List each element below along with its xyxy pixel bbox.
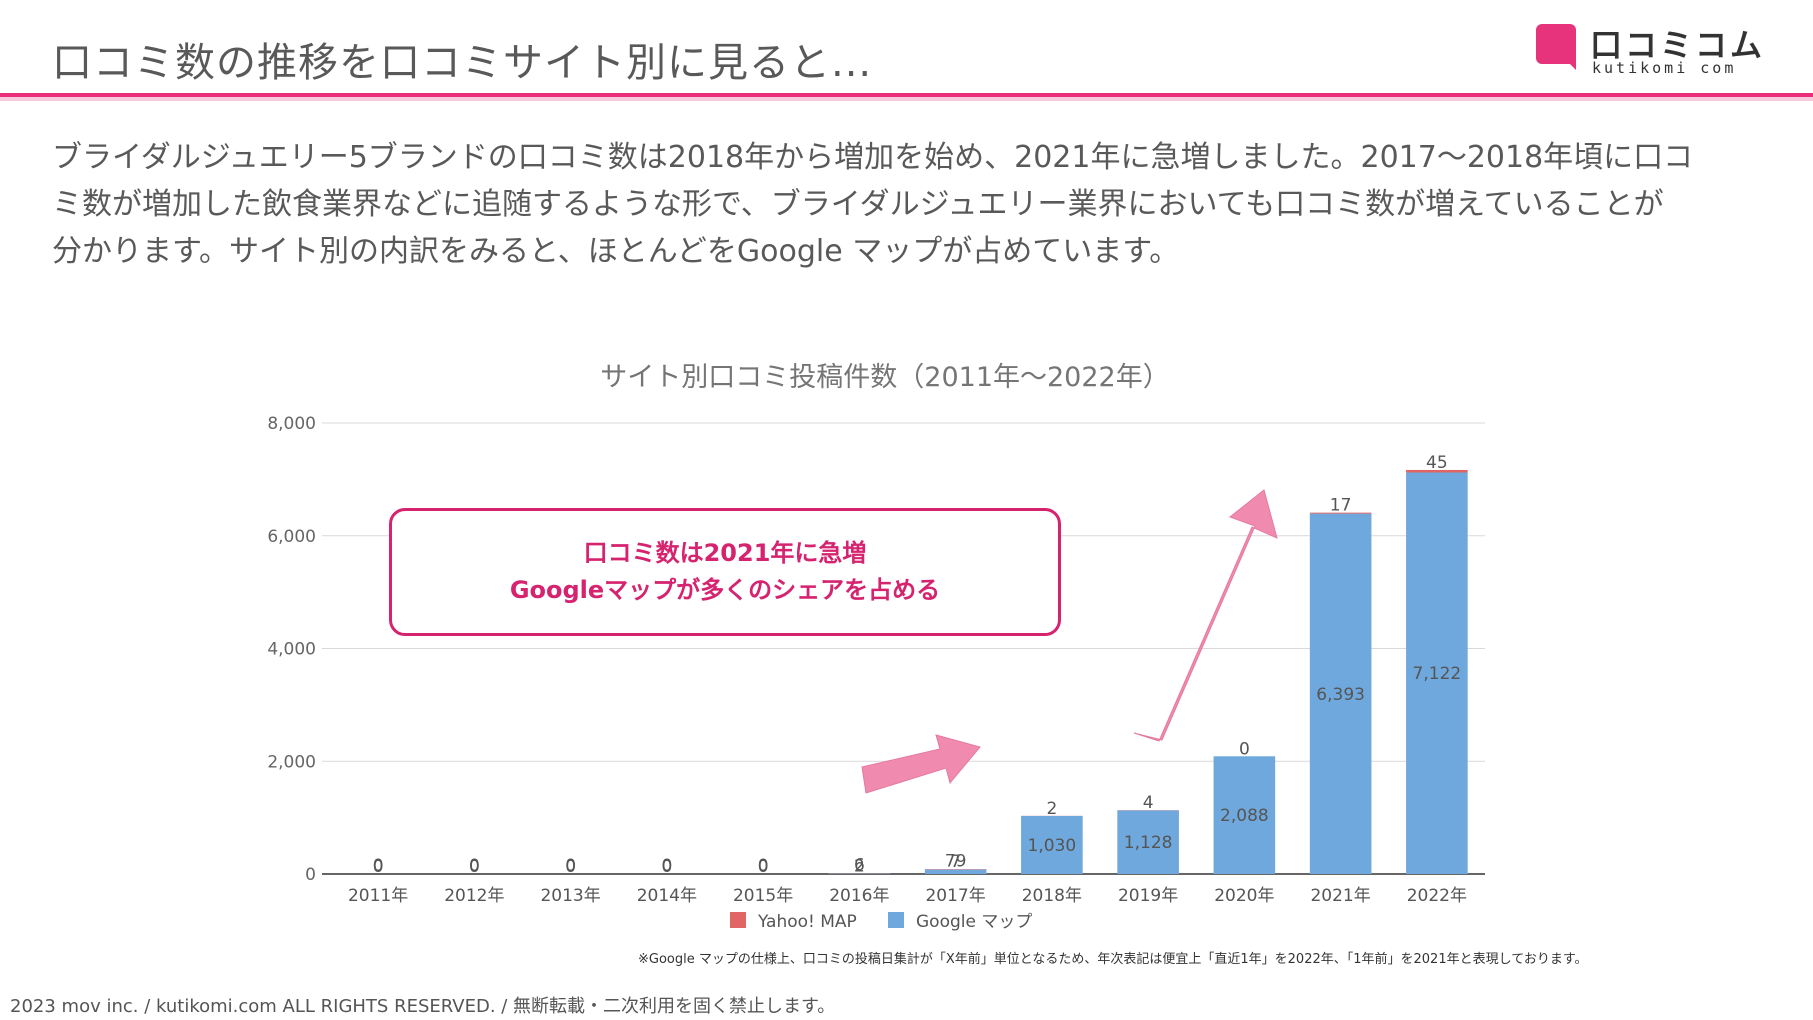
chart-title: サイト別口コミ投稿件数（2011年〜2022年） xyxy=(600,362,1170,393)
x-tick-label: 2014年 xyxy=(637,886,697,906)
data-label-yahoo: 7 xyxy=(950,852,961,872)
x-tick-label: 2020年 xyxy=(1214,886,1274,906)
callout-box: 口コミ数は2021年に急増 Googleマップが多くのシェアを占める xyxy=(389,508,1061,636)
x-tick-label: 2013年 xyxy=(540,886,600,906)
stacked-bar-chart: 0 2,000 4,000 6,000 8,000 0 0 2011年 0 0 2012年 0 0 201… xyxy=(267,414,1485,932)
legend-label: Yahoo! MAP xyxy=(757,912,857,932)
data-label-google: 0 xyxy=(373,856,384,876)
callout-line: 口コミ数は2021年に急増 xyxy=(583,539,867,567)
annotation-arrow-small xyxy=(861,734,981,794)
annotation-arrow-large xyxy=(1133,489,1278,742)
x-tick-label: 2021年 xyxy=(1310,886,1370,906)
data-label-yahoo: 2 xyxy=(854,857,865,877)
legend-swatch xyxy=(888,912,904,928)
x-tick-label: 2015年 xyxy=(733,886,793,906)
intro-line: ブライダルジュエリー5ブランドの口コミ数は2018年から増加を始め、2021年に… xyxy=(52,140,1694,175)
x-tick-label: 2018年 xyxy=(1022,886,1082,906)
data-label-yahoo: 0 xyxy=(373,857,384,877)
data-label-google: 0 xyxy=(469,856,480,876)
x-tick-label: 2019年 xyxy=(1118,886,1178,906)
data-label-yahoo: 45 xyxy=(1426,453,1448,473)
y-tick-label: 6,000 xyxy=(267,527,316,547)
data-label-google: 6,393 xyxy=(1316,685,1365,705)
data-label-google: 0 xyxy=(661,856,672,876)
data-label-google: 7,122 xyxy=(1413,664,1462,684)
data-label-yahoo: 17 xyxy=(1330,496,1352,516)
x-tick-label: 2022年 xyxy=(1407,886,1467,906)
data-label-google: 2,088 xyxy=(1220,806,1269,826)
data-label-yahoo: 0 xyxy=(758,857,769,877)
intro-paragraph: ブライダルジュエリー5ブランドの口コミ数は2018年から増加を始め、2021年に… xyxy=(52,134,1752,275)
legend-label: Google マップ xyxy=(916,912,1032,932)
footnote: ※Google マップの仕様上、口コミの投稿日集計が「X年前」単位となるため、年… xyxy=(638,952,1588,967)
bar-google-maps xyxy=(1021,815,1083,874)
bar-yahoo-map xyxy=(1309,512,1372,514)
x-tick-label: 2011年 xyxy=(348,886,408,906)
y-tick-label: 0 xyxy=(305,865,316,885)
x-tick-label: 2012年 xyxy=(444,886,504,906)
x-tick-label: 2016年 xyxy=(829,886,889,906)
brand-logo: 口コミコム kutikomi com xyxy=(1536,22,1786,77)
x-tick-label: 2017年 xyxy=(925,886,985,906)
y-tick-label: 8,000 xyxy=(267,414,316,434)
logo-subtext: kutikomi com xyxy=(1592,59,1737,77)
legend-swatch xyxy=(730,912,746,928)
copyright: 2023 mov inc. / kutikomi.com ALL RIGHTS … xyxy=(10,996,836,1017)
data-label-yahoo: 0 xyxy=(469,857,480,877)
page-title: 口コミ数の推移を口コミサイト別に見ると... xyxy=(52,40,873,86)
data-label-yahoo: 0 xyxy=(1239,739,1250,759)
bar-google-maps xyxy=(924,869,987,874)
bar-google-maps xyxy=(1309,513,1372,874)
bar-google-maps xyxy=(1117,810,1179,874)
callout-line: Googleマップが多くのシェアを占める xyxy=(509,576,941,604)
title-underline xyxy=(0,93,1813,101)
speech-bubble-icon xyxy=(1536,24,1576,70)
data-label-google: 0 xyxy=(758,856,769,876)
bar-google-maps xyxy=(1406,472,1468,874)
logo-wordmark: 口コミコム xyxy=(1590,26,1766,64)
y-tick-label: 2,000 xyxy=(267,752,316,772)
y-tick-label: 4,000 xyxy=(267,640,316,660)
data-label-google: 1,128 xyxy=(1124,833,1173,853)
data-label-google: 0 xyxy=(565,856,576,876)
intro-line: 分かります。サイト別の内訳をみると、ほとんどをGoogle マップが占めています… xyxy=(52,234,1180,269)
intro-line: ミ数が増加した飲食業界などに追随するような形で、ブライダルジュエリー業界において… xyxy=(52,187,1664,222)
data-label-yahoo: 4 xyxy=(1143,793,1154,813)
data-label-yahoo: 0 xyxy=(565,857,576,877)
data-label-yahoo: 2 xyxy=(1046,799,1057,819)
data-label-google: 6 xyxy=(854,856,865,876)
bar-google-maps xyxy=(1213,756,1276,874)
data-label-yahoo: 0 xyxy=(661,857,672,877)
data-label-google: 1,030 xyxy=(1028,836,1077,856)
data-label-google: 79 xyxy=(945,852,967,872)
chart-container: サイト別口コミ投稿件数（2011年〜2022年） 0 2,000 4,000 6,00… xyxy=(250,355,1520,975)
bar-yahoo-map xyxy=(1406,469,1468,473)
